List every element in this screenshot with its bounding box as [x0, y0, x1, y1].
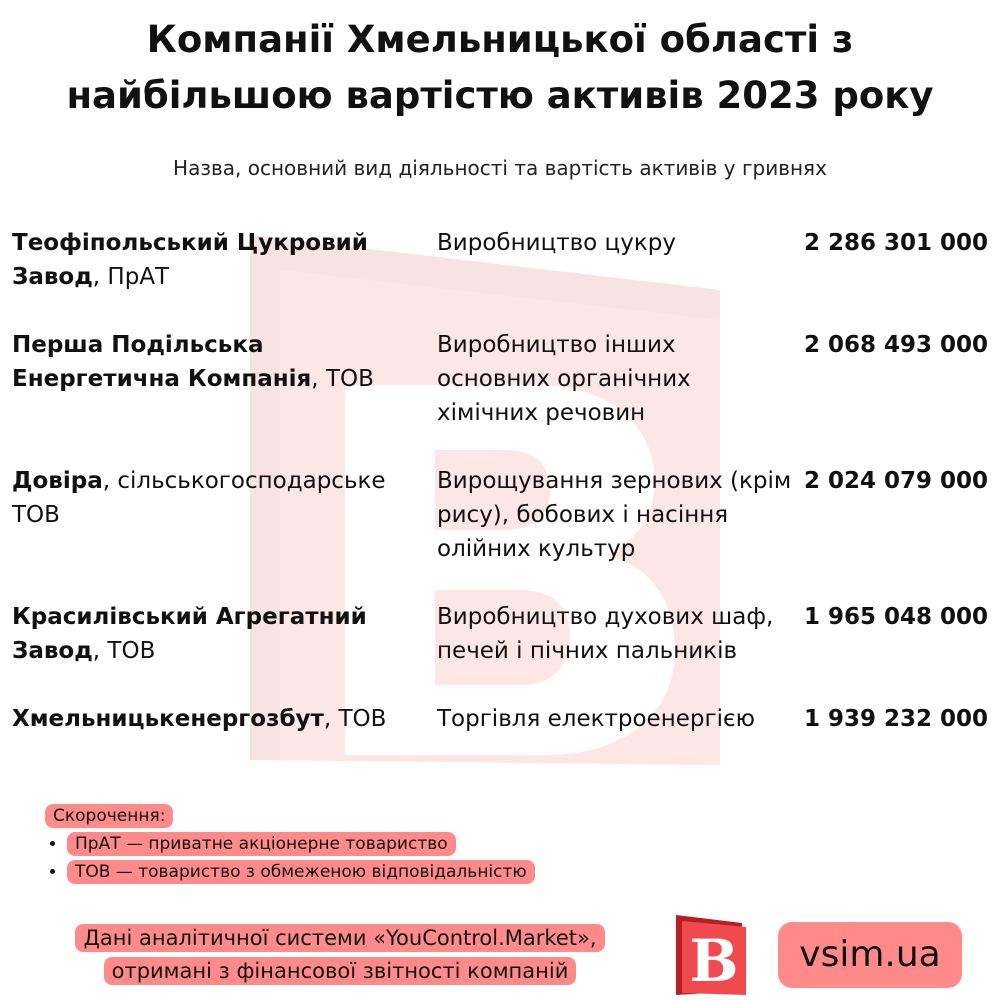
site-link[interactable]: vsim.ua	[778, 922, 962, 988]
company-name-bold: Перша Подільська Енергетична Компанія	[12, 332, 312, 392]
company-activity: Виробництво духових шаф, печей і пічних …	[437, 604, 774, 664]
company-activity: Виробництво інших основних органічних хі…	[437, 332, 691, 426]
company-name: Хмельницькенергозбут, ТОВ	[12, 702, 432, 736]
company-legal-form: , ТОВ	[92, 638, 156, 664]
company-activity: Торгівля електроенергією	[437, 706, 755, 732]
company-name-bold: Красилівський Агрегатний Завод	[12, 604, 367, 664]
abbreviation-text: ПрАТ — приватне акціонерне товариство	[67, 832, 456, 856]
company-name-bold: Довіра	[12, 468, 103, 494]
company-legal-form: , ТОВ	[323, 706, 387, 732]
company-name: Довіра, сільськогосподарське ТОВ	[12, 464, 432, 532]
svg-text:B: B	[689, 927, 738, 995]
company-assets: 2 286 301 000	[803, 230, 988, 256]
company-legal-form: , ПрАТ	[92, 264, 170, 290]
title-line-1: Компанії Хмельницької області з	[146, 18, 854, 61]
source-line-2: отримані з фінансової звітності компаній	[103, 957, 577, 985]
page-title: Компанії Хмельницької області з найбільшо…	[0, 12, 1000, 124]
title-line-2: найбільшою вартістю активів 2023 року	[66, 74, 934, 117]
abbreviations-heading: Скорочення:	[45, 804, 174, 828]
company-name-bold: Теофіпольський Цукровий Завод	[12, 230, 368, 290]
abbreviations: Скорочення: ПрАТ — приватне акціонерне т…	[45, 802, 535, 886]
subtitle: Назва, основний вид діяльності та вартіс…	[173, 156, 827, 180]
company-legal-form: , ТОВ	[311, 366, 374, 392]
company-activity: Вирощування зернових (крім рису), бобови…	[437, 468, 792, 562]
abbreviation-item: ПрАТ — приватне акціонерне товариство	[67, 830, 535, 858]
abbreviation-item: ТОВ — товариство з обмеженою відповідаль…	[67, 858, 535, 886]
company-activity: Виробництво цукру	[437, 230, 676, 256]
company-name: Перша Подільська Енергетична Компанія, Т…	[12, 328, 432, 396]
company-assets: 2 068 493 000	[803, 332, 988, 358]
source-line-1: Дані аналітичної системи «YouControl.Mar…	[75, 924, 605, 952]
vsim-logo-icon: B	[676, 915, 746, 995]
company-name: Теофіпольський Цукровий Завод, ПрАТ	[12, 226, 432, 294]
abbreviation-text: ТОВ — товариство з обмеженою відповідаль…	[67, 860, 535, 884]
company-name: Красилівський Агрегатний Завод, ТОВ	[12, 600, 432, 668]
company-assets: 1 965 048 000	[803, 604, 988, 630]
company-assets: 2 024 079 000	[803, 468, 988, 494]
company-legal-form: , сільськогосподарське ТОВ	[12, 468, 386, 528]
company-name-bold: Хмельницькенергозбут	[12, 706, 324, 732]
source-note: Дані аналітичної системи «YouControl.Mar…	[40, 922, 640, 988]
company-assets: 1 939 232 000	[803, 706, 988, 732]
watermark-logo	[250, 235, 720, 765]
